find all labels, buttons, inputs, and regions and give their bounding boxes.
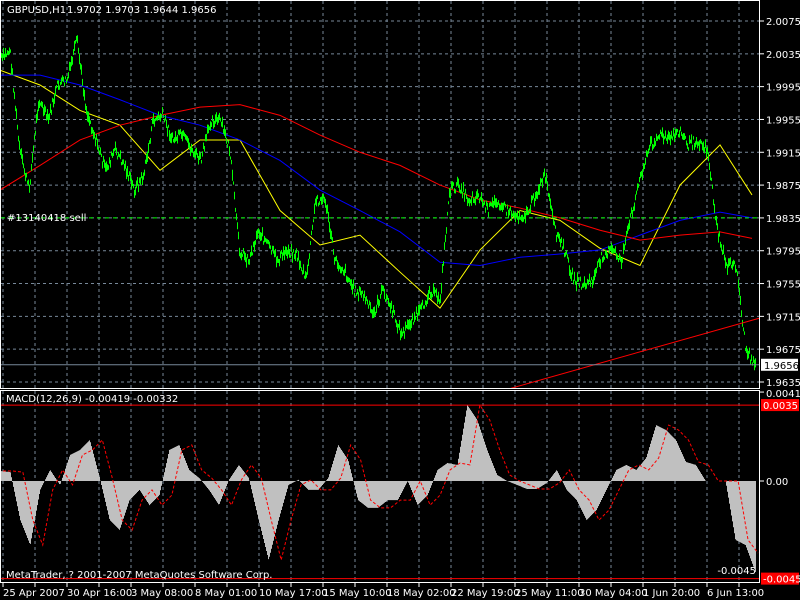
ma-slow-line <box>0 104 753 241</box>
macd-panel[interactable] <box>0 403 759 580</box>
price-tick-label: 2.0035 <box>766 50 800 61</box>
time-tick-label: 1 Jun 20:00 <box>643 588 700 599</box>
time-tick-label: 25 May 11:00 <box>515 588 584 599</box>
price-tick-label: 1.9835 <box>766 214 800 225</box>
time-tick-label: 18 May 02:00 <box>387 588 456 599</box>
time-tick-label: 3 May 08:00 <box>131 588 193 599</box>
macd-level-label: 0.0035 <box>763 401 798 412</box>
macd-level-badge <box>761 572 799 585</box>
ma-fast-line <box>0 69 753 309</box>
time-tick-label: 10 May 17:00 <box>259 588 328 599</box>
time-tick-label: 8 May 01:00 <box>195 588 257 599</box>
macd-label: MACD(12,26,9) -0.00419 -0.00332 <box>6 394 178 405</box>
macd-panel-frame <box>0 390 760 583</box>
time-tick-label: 6 Jun 13:00 <box>707 588 764 599</box>
macd-level-badge <box>761 399 799 412</box>
macd-tick-label: 0.00 <box>766 477 788 488</box>
time-tick-label: 15 May 10:00 <box>323 588 392 599</box>
price-tick-label: 1.9675 <box>766 345 800 356</box>
price-tick-label: 1.9915 <box>766 148 800 159</box>
price-tick-label: 1.9795 <box>766 247 800 258</box>
macd-level-label: -0.0045 <box>763 575 800 586</box>
ma-mid-line <box>0 74 753 266</box>
trendline[interactable] <box>509 317 761 390</box>
macd-tick-label: -0.0045 <box>717 566 756 577</box>
price-tick-label: 2.0075 <box>766 17 800 28</box>
price-tick-label: 1.9635 <box>766 378 800 389</box>
price-tick-label: 1.9755 <box>766 280 800 291</box>
macd-tick-label: 0.0041 <box>766 389 800 400</box>
macd-histogram <box>0 405 756 572</box>
current-price-badge <box>761 358 798 371</box>
price-panel[interactable] <box>0 35 761 390</box>
symbol-label: GBPUSD,H1 <box>7 5 66 16</box>
copyright-label: MetaTrader, ? 2001-2007 MetaQuotes Softw… <box>6 570 272 581</box>
price-bars <box>0 35 756 371</box>
price-tick-label: 1.9875 <box>766 181 800 192</box>
ohlc-label: 1.9702 1.9703 1.9644 1.9656 <box>67 5 217 16</box>
time-tick-label: 25 Apr 2007 <box>3 588 65 599</box>
time-tick-label: 30 May 04:00 <box>579 588 648 599</box>
price-tick-label: 1.9715 <box>766 312 800 323</box>
price-panel-frame <box>0 0 760 389</box>
price-tick-label: 1.9955 <box>766 115 800 126</box>
time-tick-label: 22 May 19:00 <box>451 588 520 599</box>
macd-signal-line <box>3 403 759 561</box>
current-price-label: 1.9656 <box>764 361 799 372</box>
time-tick-label: 30 Apr 16:00 <box>67 588 132 599</box>
order-label: #13140418 sell <box>7 213 86 224</box>
price-tick-label: 1.9995 <box>766 83 800 94</box>
